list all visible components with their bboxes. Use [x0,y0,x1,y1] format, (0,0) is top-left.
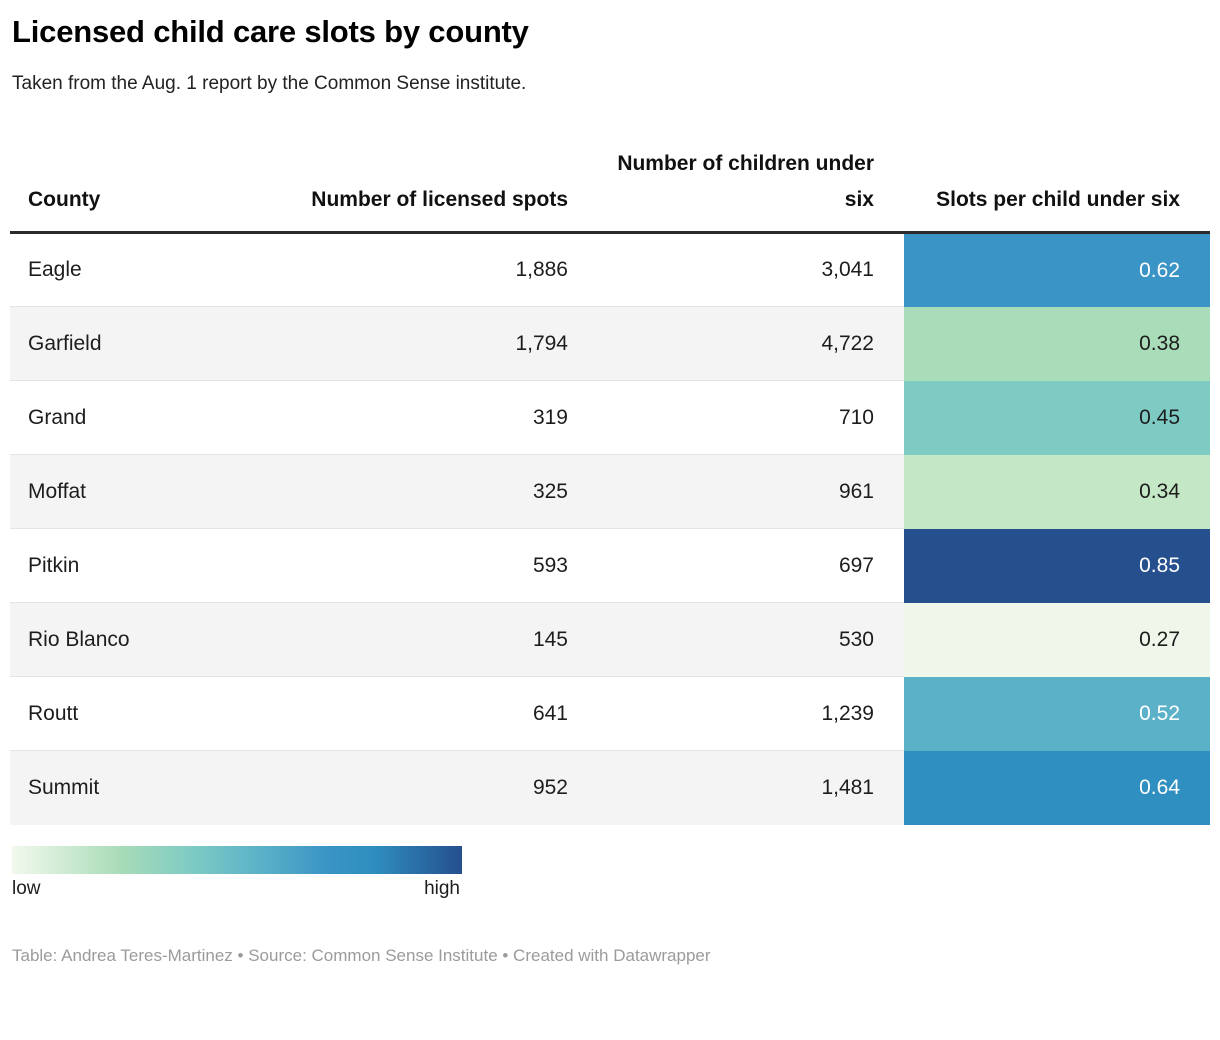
cell-children-under-six: 961 [598,454,904,529]
cell-slots-per-child: 0.64 [904,750,1210,825]
cell-slots-per-child: 0.62 [904,232,1210,307]
cell-licensed-spots: 641 [310,676,598,751]
table-row-rio-blanco: Rio Blanco 145 530 0.27 [10,602,1210,677]
chart-subtitle: Taken from the Aug. 1 report by the Comm… [12,72,527,94]
cell-county: Rio Blanco [10,602,310,677]
cell-county: Grand [10,380,310,455]
table-row-routt: Routt 641 1,239 0.52 [10,676,1210,751]
cell-licensed-spots: 145 [310,602,598,677]
color-legend-gradient [12,845,462,874]
cell-licensed-spots: 319 [310,380,598,455]
color-legend-labels: low high [12,877,460,902]
table-row-summit: Summit 952 1,481 0.64 [10,750,1210,825]
cell-county: Eagle [10,232,310,307]
cell-slots-per-child: 0.85 [904,528,1210,603]
table-row-moffat: Moffat 325 961 0.34 [10,454,1210,529]
cell-slots-per-child: 0.38 [904,306,1210,381]
cell-children-under-six: 1,481 [598,750,904,825]
cell-children-under-six: 697 [598,528,904,603]
table-header: County Number of licensed spots Number o… [10,146,1210,235]
table-row-eagle: Eagle 1,886 3,041 0.62 [10,232,1210,307]
cell-children-under-six: 3,041 [598,232,904,307]
cell-slots-per-child: 0.27 [904,602,1210,677]
legend-high-label: high [424,877,460,899]
child-care-table: County Number of licensed spots Number o… [10,146,1210,825]
legend-low-label: low [12,877,41,899]
cell-children-under-six: 530 [598,602,904,677]
cell-licensed-spots: 952 [310,750,598,825]
column-header-slots-per-child: Slots per child under six [904,146,1210,235]
table-row-pitkin: Pitkin 593 697 0.85 [10,528,1210,603]
table-row-garfield: Garfield 1,794 4,722 0.38 [10,306,1210,381]
cell-county: Moffat [10,454,310,529]
cell-licensed-spots: 593 [310,528,598,603]
cell-licensed-spots: 1,794 [310,306,598,381]
cell-slots-per-child: 0.45 [904,380,1210,455]
cell-county: Garfield [10,306,310,381]
cell-slots-per-child: 0.52 [904,676,1210,751]
cell-slots-per-child: 0.34 [904,454,1210,529]
table-row-grand: Grand 319 710 0.45 [10,380,1210,455]
table-header-row: County Number of licensed spots Number o… [10,146,1210,235]
cell-county: Pitkin [10,528,310,603]
cell-licensed-spots: 325 [310,454,598,529]
cell-children-under-six: 1,239 [598,676,904,751]
cell-children-under-six: 710 [598,380,904,455]
column-header-children-under-six: Number of children under six [598,146,904,235]
cell-children-under-six: 4,722 [598,306,904,381]
cell-licensed-spots: 1,886 [310,232,598,307]
cell-county: Summit [10,750,310,825]
chart-container: Licensed child care slots by county Take… [10,14,1210,965]
column-header-licensed-spots: Number of licensed spots [310,146,598,235]
table-body: Eagle 1,886 3,041 0.62 Garfield 1,794 4,… [10,232,1210,825]
color-legend: low high [10,845,462,902]
column-header-county: County [10,146,310,235]
attribution-footer: Table: Andrea Teres-Martinez • Source: C… [12,945,711,965]
page-title: Licensed child care slots by county [12,14,529,49]
cell-county: Routt [10,676,310,751]
